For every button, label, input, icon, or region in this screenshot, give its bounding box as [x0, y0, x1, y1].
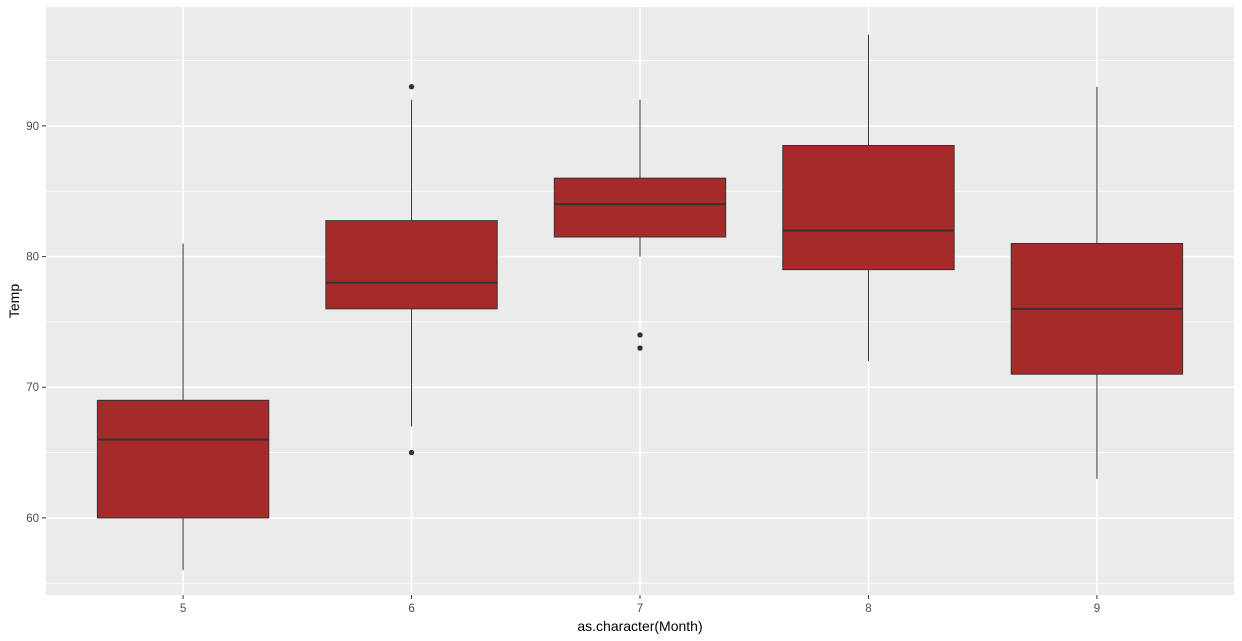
y-tick-label: 90: [26, 121, 39, 133]
x-tick-label: 5: [180, 603, 186, 615]
y-tick-label: 70: [26, 382, 39, 394]
outlier-point: [637, 332, 643, 338]
y-tick-label: 60: [26, 513, 39, 525]
outlier-point: [408, 84, 415, 90]
x-tick-label: 7: [637, 603, 643, 615]
box-iqr: [325, 220, 498, 310]
x-axis: 5 6 7 8 9: [180, 595, 1100, 615]
outlier-point: [637, 345, 643, 351]
box-iqr: [96, 399, 270, 519]
y-tick-label: 80: [26, 252, 39, 264]
box-7: [553, 99, 727, 351]
x-tick-label: 6: [408, 603, 414, 615]
box-6: [325, 84, 498, 456]
outlier-point: [408, 449, 415, 456]
y-axis-title: Temp: [6, 284, 22, 318]
x-tick-label: 8: [865, 603, 871, 615]
box-9: [1010, 86, 1184, 479]
x-tick-label: 9: [1094, 603, 1100, 615]
box-8: [782, 34, 955, 362]
box-iqr: [782, 145, 955, 271]
boxes-layer: [96, 34, 1184, 571]
x-axis-title: as.character(Month): [577, 618, 702, 634]
y-axis: 60 70 80 90: [26, 121, 46, 525]
box-iqr: [553, 177, 727, 238]
box-5: [96, 243, 270, 571]
